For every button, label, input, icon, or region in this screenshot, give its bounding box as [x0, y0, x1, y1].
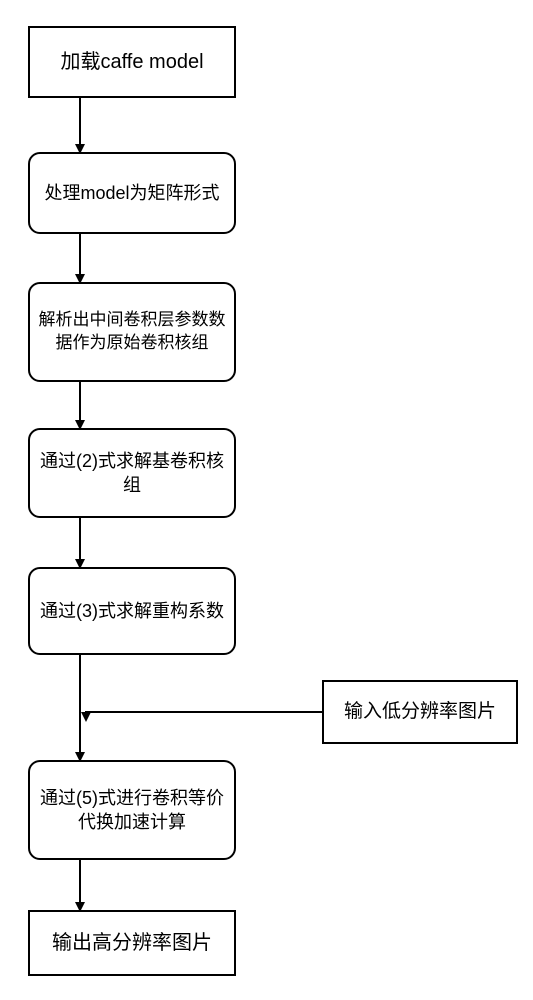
node-solve-base-kernels: 通过(2)式求解基卷积核组: [28, 428, 236, 518]
node-label: 通过(2)式求解基卷积核组: [38, 449, 226, 498]
node-label: 输出高分辨率图片: [52, 930, 212, 957]
edge: [86, 712, 322, 720]
node-parse-conv-params: 解析出中间卷积层参数数据作为原始卷积核组: [28, 282, 236, 382]
node-label: 处理model为矩阵形式: [44, 181, 219, 205]
node-process-model-matrix: 处理model为矩阵形式: [28, 152, 236, 234]
node-label: 解析出中间卷积层参数数据作为原始卷积核组: [38, 309, 226, 355]
node-label: 输入低分辨率图片: [344, 699, 496, 725]
node-solve-recon-coeff: 通过(3)式求解重构系数: [28, 567, 236, 655]
node-output-highres: 输出高分辨率图片: [28, 910, 236, 976]
node-label: 通过(5)式进行卷积等价代换加速计算: [38, 786, 226, 835]
node-load-caffe-model: 加载caffe model: [28, 26, 236, 98]
node-input-lowres: 输入低分辨率图片: [322, 680, 518, 744]
node-label: 加载caffe model: [60, 49, 203, 76]
node-label: 通过(3)式求解重构系数: [40, 599, 224, 623]
flowchart-canvas: 加载caffe model 处理model为矩阵形式 解析出中间卷积层参数数据作…: [0, 0, 533, 1000]
node-conv-equiv-substitute: 通过(5)式进行卷积等价代换加速计算: [28, 760, 236, 860]
